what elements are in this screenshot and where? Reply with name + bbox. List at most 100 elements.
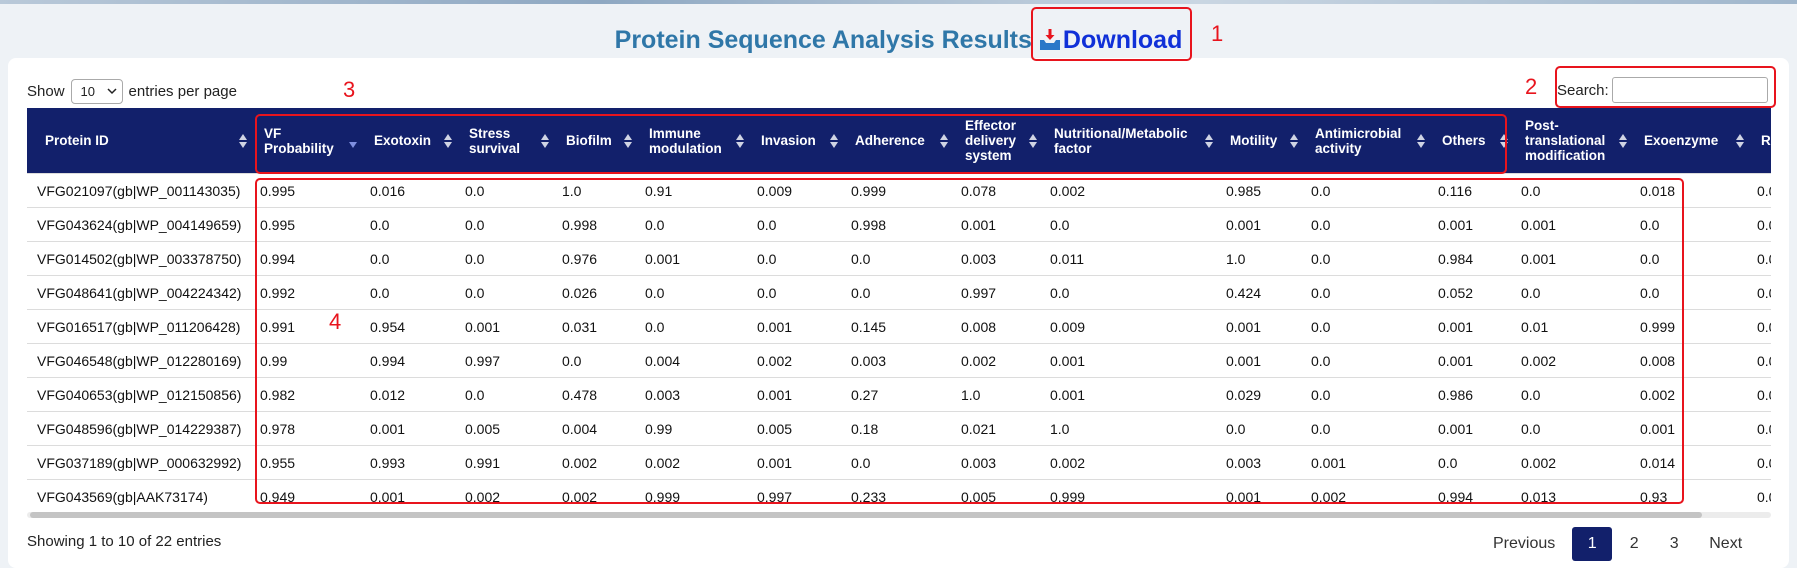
protein-id-cell: VFG043624(gb|WP_004149659)	[27, 207, 254, 242]
protein-id-cell: VFG048596(gb|WP_014229387)	[27, 411, 254, 446]
table-row: VFG040653(gb|WP_012150856) 0.982 0.012 0.0 0…	[27, 377, 1771, 412]
page-title: Protein Sequence Analysis Results	[614, 25, 1032, 54]
probability-cell: 0.002	[1305, 479, 1432, 513]
probability-cell: 0.997	[955, 275, 1044, 310]
probability-cell: 0.011	[1044, 241, 1220, 276]
table-row: VFG046548(gb|WP_012280169) 0.99 0.994 0.997…	[27, 343, 1771, 378]
page-button-1[interactable]: 1	[1572, 527, 1613, 561]
probability-cell: 0.002	[1634, 377, 1751, 412]
column-header-label: Motility	[1230, 133, 1278, 148]
column-header[interactable]: Exoenzyme	[1634, 108, 1751, 174]
download-link[interactable]: Download	[1038, 26, 1182, 55]
column-header[interactable]: Protein ID	[27, 108, 254, 174]
column-header[interactable]: Effector delivery system	[955, 108, 1044, 174]
probability-cell: 0.0	[1751, 241, 1771, 276]
page-length-select[interactable]: 10	[70, 78, 123, 104]
column-header[interactable]: VF Probability	[254, 108, 364, 174]
probability-cell: 0.0	[1751, 343, 1771, 378]
probability-cell: 0.0	[1751, 377, 1771, 412]
probability-cell: 0.001	[459, 309, 556, 344]
column-header-label: Exotoxin	[374, 133, 432, 148]
sort-icon	[541, 133, 549, 148]
probability-cell: 0.001	[1634, 411, 1751, 446]
probability-cell: 0.001	[1515, 207, 1634, 242]
page-button-2[interactable]: 2	[1629, 535, 1639, 552]
probability-cell: 0.0	[364, 275, 459, 310]
probability-cell: 0.0	[1305, 411, 1432, 446]
probability-cell: 0.003	[1220, 445, 1305, 480]
next-button[interactable]: Next	[1709, 535, 1743, 552]
probability-cell: 0.998	[845, 207, 955, 242]
probability-cell: 0.003	[955, 241, 1044, 276]
probability-cell: 0.999	[1634, 309, 1751, 344]
probability-cell: 0.0	[1751, 411, 1771, 446]
column-header[interactable]: Biofilm	[556, 108, 639, 174]
protein-id-cell: VFG043569(gb|AAK73174)	[27, 479, 254, 513]
probability-cell: 0.0	[751, 207, 845, 242]
sort-icon	[624, 133, 632, 148]
probability-cell: 0.001	[364, 479, 459, 513]
probability-cell: 0.233	[845, 479, 955, 513]
probability-cell: 1.0	[1044, 411, 1220, 446]
table-row: VFG048596(gb|WP_014229387) 0.978 0.001 0.00…	[27, 411, 1771, 446]
scrollbar-thumb[interactable]	[30, 512, 1702, 518]
column-header[interactable]: Adherence	[845, 108, 955, 174]
annotation-number-4: 4	[329, 309, 342, 334]
probability-cell: 0.001	[955, 207, 1044, 242]
sort-icon	[239, 133, 247, 148]
column-header[interactable]: Post-translational modification	[1515, 108, 1634, 174]
column-header[interactable]: Antimicrobial activity	[1305, 108, 1432, 174]
probability-cell: 0.0	[639, 275, 751, 310]
page-length-value: 10	[80, 83, 95, 99]
probability-cell: 0.012	[364, 377, 459, 412]
annotation-box-download	[1031, 7, 1192, 61]
search-input[interactable]	[1611, 77, 1768, 103]
probability-cell: 0.001	[1220, 479, 1305, 513]
probability-cell: 0.0	[1634, 275, 1751, 310]
column-header[interactable]: Re	[1751, 108, 1771, 174]
probability-cell: 0.031	[556, 309, 639, 344]
probability-cell: 0.0	[459, 275, 556, 310]
probability-cell: 0.0	[845, 445, 955, 480]
column-header[interactable]: Others	[1432, 108, 1515, 174]
column-header[interactable]: Immune modulation	[639, 108, 751, 174]
protein-id-cell: VFG046548(gb|WP_012280169)	[27, 343, 254, 378]
probability-cell: 0.0	[459, 241, 556, 276]
probability-cell: 0.002	[955, 343, 1044, 378]
probability-cell: 0.999	[639, 479, 751, 513]
probability-cell: 0.026	[556, 275, 639, 310]
column-header[interactable]: Stress survival	[459, 108, 556, 174]
probability-cell: 0.0	[1305, 377, 1432, 412]
annotation-number-2: 2	[1525, 74, 1538, 99]
column-header[interactable]: Exotoxin	[364, 108, 459, 174]
probability-cell: 0.976	[556, 241, 639, 276]
probability-cell: 0.994	[1432, 479, 1515, 513]
probability-cell: 0.001	[1044, 377, 1220, 412]
download-icon	[1039, 29, 1060, 50]
probability-cell: 0.997	[459, 343, 556, 378]
column-header[interactable]: Invasion	[751, 108, 845, 174]
probability-cell: 0.021	[955, 411, 1044, 446]
column-header-label: VF Probability	[264, 125, 334, 156]
probability-cell: 0.008	[1634, 343, 1751, 378]
probability-cell: 0.001	[1220, 207, 1305, 242]
entries-label: entries per page	[128, 82, 237, 100]
probability-cell: 0.991	[254, 309, 364, 344]
probability-cell: 0.955	[254, 445, 364, 480]
probability-cell: 0.001	[1220, 309, 1305, 344]
top-banner-strip	[0, 0, 1797, 4]
probability-cell: 0.424	[1220, 275, 1305, 310]
probability-cell: 0.0	[1751, 173, 1771, 208]
column-header[interactable]: Motility	[1220, 108, 1305, 174]
horizontal-scrollbar[interactable]	[27, 512, 1771, 518]
download-label: Download	[1062, 25, 1183, 54]
previous-button[interactable]: Previous	[1493, 535, 1556, 552]
column-header[interactable]: Nutritional/Metabolic factor	[1044, 108, 1220, 174]
probability-cell: 0.002	[639, 445, 751, 480]
column-header-label: Biofilm	[566, 133, 612, 148]
page-button-3[interactable]: 3	[1669, 535, 1679, 552]
probability-cell: 0.001	[751, 445, 845, 480]
table-row: VFG016517(gb|WP_011206428) 0.991 0.954 0.00…	[27, 309, 1771, 344]
probability-cell: 0.982	[254, 377, 364, 412]
probability-cell: 0.0	[1044, 275, 1220, 310]
